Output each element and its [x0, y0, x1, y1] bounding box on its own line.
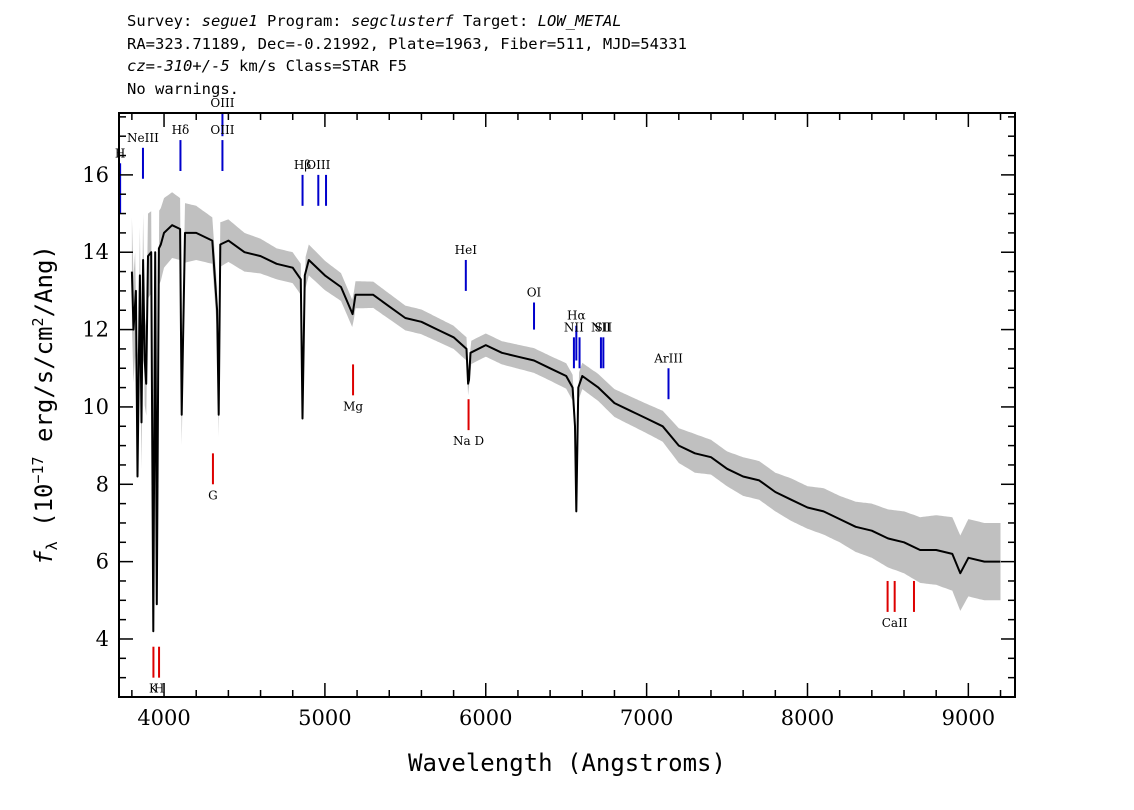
x-axis-title: Wavelength (Angstroms)	[408, 749, 726, 777]
x-tick-label: 8000	[781, 706, 834, 730]
x-tick-label: 4000	[137, 706, 190, 730]
emission-line-label: NII	[564, 320, 584, 334]
absorption-line-label: Na D	[453, 434, 484, 448]
absorption-line-label: CaII	[882, 616, 908, 630]
flux-line	[130, 224, 1001, 633]
target-label: Target:	[453, 12, 538, 30]
y-tick-label: 6	[96, 550, 109, 574]
emission-line-label: NeIII	[127, 131, 159, 145]
error-band	[131, 192, 1001, 611]
axis-ticks: 4000 5000 6000 7000 8000 9000 4 6 8 10 12 14 16	[82, 113, 1015, 730]
emission-line-label: H	[115, 146, 125, 160]
emission-line-label: SII	[595, 320, 613, 334]
y-tick-label: 4	[96, 627, 109, 651]
y-tick-label: 8	[96, 472, 109, 496]
y-tick-label: 10	[82, 395, 109, 419]
x-tick-label: 9000	[942, 706, 995, 730]
program-value: segclusterf	[350, 12, 454, 30]
emission-line-label: HeI	[455, 243, 478, 257]
survey-label: Survey:	[127, 12, 202, 30]
absorption-line-label: H	[154, 682, 164, 696]
y-tick-label: 16	[82, 163, 109, 187]
header-line-survey: Survey: segue1 Program: segclusterf Targ…	[127, 10, 687, 33]
header-line-redshift: cz=-310+/-5 km/s Class=STAR F5	[127, 55, 687, 78]
emission-line-label: Hδ	[172, 123, 190, 137]
absorption-line-label: G	[208, 488, 218, 502]
absorption-line-label: Mg	[343, 399, 363, 413]
absorption-line-label: K	[149, 682, 159, 696]
survey-value: segue1	[201, 12, 258, 30]
spectrum-header: Survey: segue1 Program: segclusterf Targ…	[127, 10, 687, 100]
emission-line-label: OIII	[210, 123, 234, 137]
plot-area: HNeIIIHδOIIIOIIIHβOIIIHeIOINIIHαNIISIIAr…	[115, 96, 1001, 696]
emission-line-label: Hα	[567, 309, 586, 323]
x-tick-label: 5000	[298, 706, 351, 730]
emission-line-label: ArIII	[653, 351, 683, 365]
emission-line-label: OI	[527, 286, 542, 300]
plot-frame	[118, 112, 1016, 698]
program-label: Program:	[257, 12, 351, 30]
target-value: LOW_METAL	[537, 12, 622, 30]
y-tick-label: 14	[82, 240, 109, 264]
x-tick-label: 7000	[620, 706, 673, 730]
emission-line-label: OIII	[210, 96, 234, 110]
emission-line-label: OIII	[306, 158, 330, 172]
x-tick-label: 6000	[459, 706, 512, 730]
emission-line-label: NII	[591, 320, 611, 334]
class-text: km/s Class=STAR F5	[229, 57, 407, 75]
emission-line-label: Hβ	[294, 158, 311, 172]
y-axis-title: fλ (10−17 erg/s/cm2/Ang)	[29, 245, 61, 565]
y-tick-label: 12	[82, 318, 109, 342]
header-line-warnings: No warnings.	[127, 79, 239, 98]
header-line-coordinates: RA=323.71189, Dec=-0.21992, Plate=1963, …	[127, 34, 687, 53]
redshift-value: cz=-310+/-5	[127, 57, 230, 75]
plot-content	[119, 113, 1001, 678]
